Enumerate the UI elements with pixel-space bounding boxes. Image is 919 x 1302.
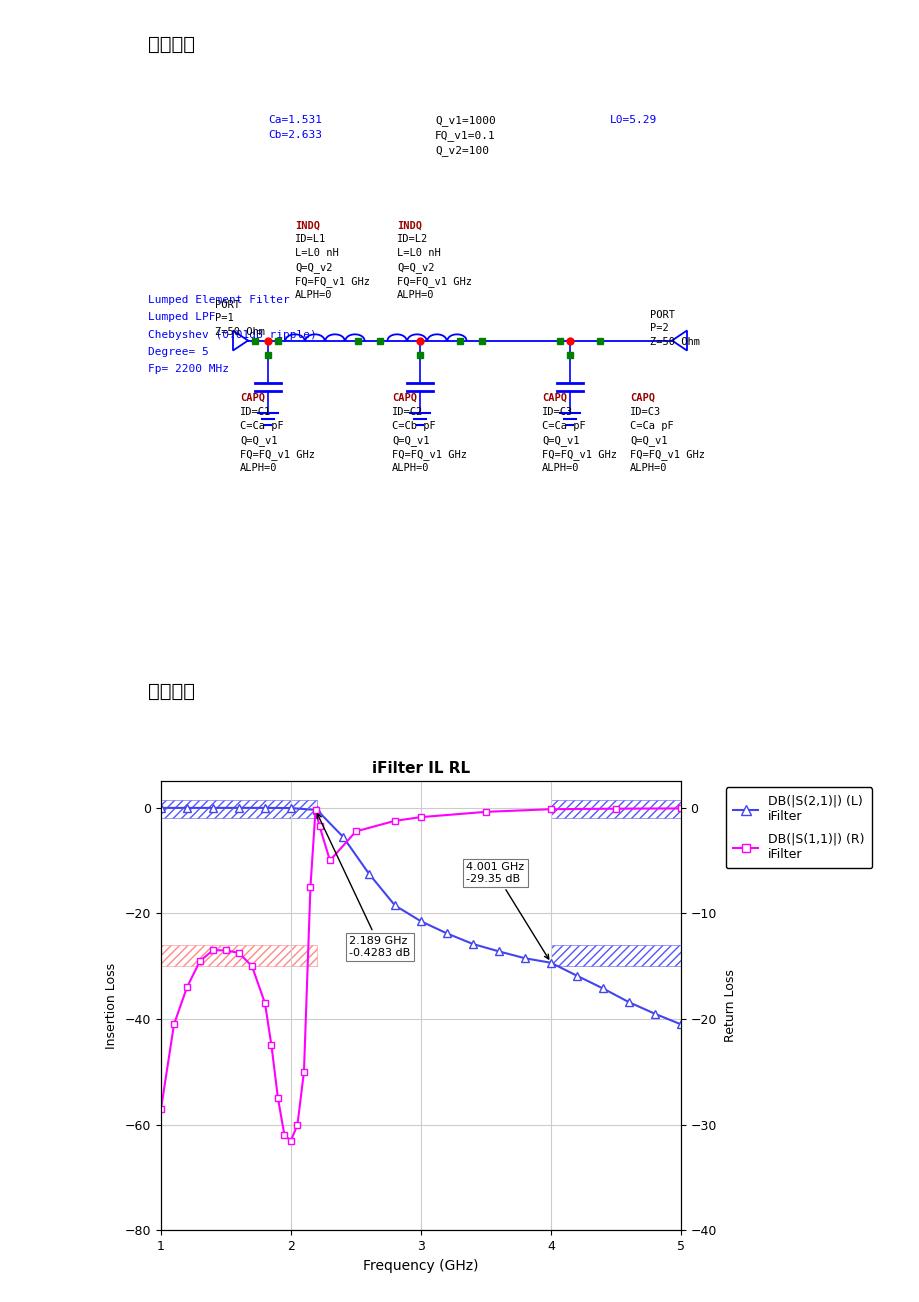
Y-axis label: Return Loss: Return Loss <box>723 970 736 1042</box>
Text: FQ=FQ_v1 GHz: FQ=FQ_v1 GHz <box>397 276 471 288</box>
Legend: DB(|S(2,1)|) (L)
iFilter, DB(|S(1,1)|) (R)
iFilter: DB(|S(2,1)|) (L) iFilter, DB(|S(1,1)|) (… <box>725 788 871 868</box>
Text: ALPH=0: ALPH=0 <box>541 462 579 473</box>
Y-axis label: Insertion Loss: Insertion Loss <box>105 962 118 1049</box>
Text: FQ_v1=0.1: FQ_v1=0.1 <box>435 130 495 141</box>
Text: C=Ca pF: C=Ca pF <box>541 421 585 431</box>
Text: ALPH=0: ALPH=0 <box>630 462 667 473</box>
Text: FQ=FQ_v1 GHz: FQ=FQ_v1 GHz <box>630 449 704 460</box>
Text: INDQ: INDQ <box>295 220 320 230</box>
Text: ALPH=0: ALPH=0 <box>240 462 278 473</box>
Text: P=1: P=1 <box>215 314 233 323</box>
Text: ALPH=0: ALPH=0 <box>295 290 332 301</box>
Text: Chebyshev (0.01dB ripple): Chebyshev (0.01dB ripple) <box>148 329 316 340</box>
Text: Z=50 Ohm: Z=50 Ohm <box>650 336 699 346</box>
Text: CAPQ: CAPQ <box>391 393 416 402</box>
Text: Q=Q_v1: Q=Q_v1 <box>391 435 429 445</box>
Text: L=L0 nH: L=L0 nH <box>295 249 338 258</box>
Text: L0=5.29: L0=5.29 <box>609 115 656 125</box>
Text: Lumped Element Filter: Lumped Element Filter <box>148 296 289 306</box>
Text: ID=C3: ID=C3 <box>541 406 573 417</box>
Text: Lumped LPF: Lumped LPF <box>148 312 215 323</box>
Text: Q=Q_v1: Q=Q_v1 <box>630 435 667 445</box>
Text: Q=Q_v1: Q=Q_v1 <box>240 435 278 445</box>
Text: 实验电路: 实验电路 <box>148 35 195 55</box>
Text: CAPQ: CAPQ <box>630 393 654 402</box>
Text: Q=Q_v2: Q=Q_v2 <box>397 263 434 273</box>
Text: 2.189 GHz
-0.4283 dB: 2.189 GHz -0.4283 dB <box>317 814 410 957</box>
Text: Z=50 Ohm: Z=50 Ohm <box>215 327 265 336</box>
Text: 实验结果: 实验结果 <box>148 682 195 702</box>
Text: C=Cb pF: C=Cb pF <box>391 421 436 431</box>
Text: PORT: PORT <box>215 301 240 310</box>
Text: ID=C1: ID=C1 <box>240 406 271 417</box>
Text: ID=C2: ID=C2 <box>391 406 423 417</box>
Text: ID=C3: ID=C3 <box>630 406 661 417</box>
Text: Q=Q_v1: Q=Q_v1 <box>541 435 579 445</box>
Text: Degree= 5: Degree= 5 <box>148 346 209 357</box>
Text: C=Ca pF: C=Ca pF <box>630 421 673 431</box>
Text: FQ=FQ_v1 GHz: FQ=FQ_v1 GHz <box>240 449 314 460</box>
Text: Q=Q_v2: Q=Q_v2 <box>295 263 332 273</box>
X-axis label: Frequency (GHz): Frequency (GHz) <box>363 1259 478 1272</box>
Text: 4.001 GHz
-29.35 dB: 4.001 GHz -29.35 dB <box>466 862 548 960</box>
Text: INDQ: INDQ <box>397 220 422 230</box>
Text: Q_v2=100: Q_v2=100 <box>435 146 489 156</box>
Text: Ca=1.531: Ca=1.531 <box>267 115 322 125</box>
Text: ID=L2: ID=L2 <box>397 234 427 245</box>
Text: PORT: PORT <box>650 310 675 320</box>
Text: ALPH=0: ALPH=0 <box>391 462 429 473</box>
Title: iFilter IL RL: iFilter IL RL <box>371 760 470 776</box>
Text: C=Ca pF: C=Ca pF <box>240 421 283 431</box>
Text: CAPQ: CAPQ <box>240 393 265 402</box>
Text: ALPH=0: ALPH=0 <box>397 290 434 301</box>
Text: ID=L1: ID=L1 <box>295 234 326 245</box>
Text: P=2: P=2 <box>650 323 668 333</box>
Text: L=L0 nH: L=L0 nH <box>397 249 440 258</box>
Text: FQ=FQ_v1 GHz: FQ=FQ_v1 GHz <box>295 276 369 288</box>
Text: FQ=FQ_v1 GHz: FQ=FQ_v1 GHz <box>541 449 617 460</box>
Text: CAPQ: CAPQ <box>541 393 566 402</box>
Text: FQ=FQ_v1 GHz: FQ=FQ_v1 GHz <box>391 449 467 460</box>
Text: Fp= 2200 MHz: Fp= 2200 MHz <box>148 363 229 374</box>
Text: Cb=2.633: Cb=2.633 <box>267 130 322 141</box>
Text: Q_v1=1000: Q_v1=1000 <box>435 115 495 126</box>
